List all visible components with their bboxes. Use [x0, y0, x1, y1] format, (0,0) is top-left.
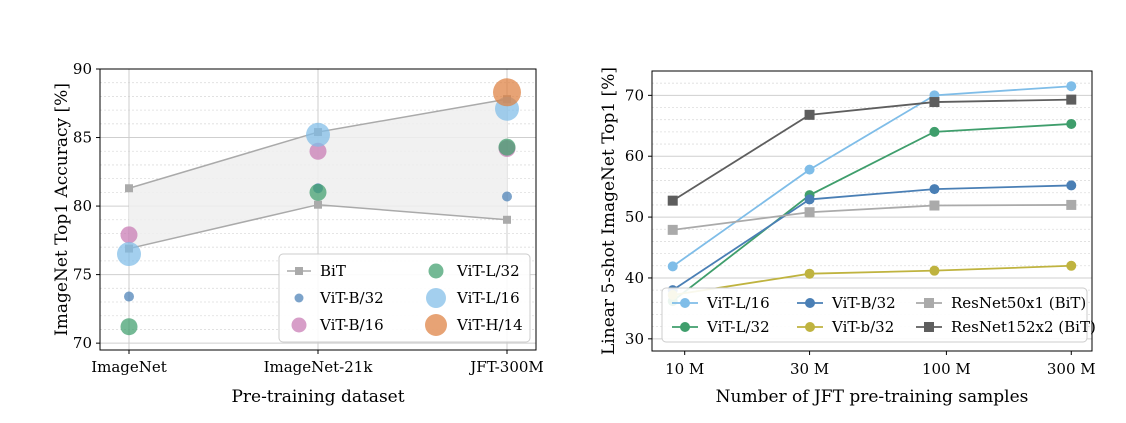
right-xtick-label: 100 M [922, 360, 971, 378]
marker-vit-b-32 [929, 184, 940, 195]
left-ytick-label: 75 [73, 266, 92, 284]
right-legend-marker-resnet152x2-bit [924, 322, 934, 332]
left-ytick-label: 85 [73, 129, 92, 147]
point-vit-b-16 [309, 142, 327, 160]
left-ytick-label: 90 [73, 60, 92, 78]
left-chart: 70 75 80 85 90 ImageNet ImageNet-21k JFT-300M Pr… [52, 60, 544, 407]
right-legend-label: ViT-L/16 [706, 294, 770, 312]
point-vit-l-16 [117, 242, 141, 267]
right-xtick-label: 30 M [790, 360, 829, 378]
point-vit-l-32 [309, 183, 327, 201]
right-ytick-label: 60 [625, 147, 644, 165]
right-legend-label: ViT-b/32 [831, 318, 894, 336]
left-legend-label: ViT-B/32 [319, 289, 384, 307]
left-legend [278, 253, 531, 343]
marker-resnet152x2-bit [667, 195, 678, 206]
marker-vit-b-32 [1066, 260, 1077, 271]
left-ytick-label: 80 [73, 197, 92, 215]
left-legend-marker-vit-l-16 [426, 288, 446, 308]
point-vit-l-32 [120, 318, 138, 336]
marker-vit-l-16 [667, 261, 678, 272]
right-legend-marker-vit-b-32 [805, 322, 815, 332]
marker-vit-b-32 [804, 268, 815, 279]
marker-resnet50x1-bit [929, 200, 940, 211]
left-legend-label: BiT [320, 262, 346, 280]
right-legend-label: ViT-L/32 [706, 318, 770, 336]
point-vit-l-16 [306, 122, 330, 147]
right-legend-label: ResNet50x1 (BiT) [951, 294, 1086, 312]
left-xtick-label: ImageNet-21k [264, 358, 374, 376]
right-xtick-label: 300 M [1047, 360, 1096, 378]
left-legend-marker-vit-l-32 [428, 263, 444, 279]
right-y-axis-label: Linear 5-shot ImageNet Top1 [%] [599, 67, 619, 355]
point-vit-b-32 [124, 291, 134, 302]
right-plot-frame [651, 70, 1093, 352]
point-vit-h-14 [493, 78, 521, 107]
marker-resnet50x1-bit [1066, 199, 1077, 210]
right-legend-marker-vit-b-32 [805, 298, 815, 308]
right-legend-label: ResNet152x2 (BiT) [951, 318, 1096, 336]
marker-resnet50x1-bit [667, 224, 678, 235]
marker-resnet50x1-bit [804, 207, 815, 218]
marker-resnet152x2-bit [929, 97, 940, 108]
right-xtick-label: 10 M [665, 360, 704, 378]
marker-vit-b-32 [1066, 180, 1077, 191]
marker-vit-l-16 [804, 164, 815, 175]
right-ytick-label: 70 [625, 86, 644, 104]
right-legend-marker-vit-l-16 [680, 298, 690, 308]
right-legend [661, 287, 1088, 343]
line-resnet152x2-bit [672, 98, 1072, 202]
left-legend-label: ViT-L/16 [456, 289, 520, 307]
marker-vit-b-32 [804, 194, 815, 205]
marker-vit-l-32 [1066, 118, 1077, 129]
point-vit-b-16 [120, 226, 138, 244]
bit-marker [314, 200, 322, 209]
left-legend-marker-vit-b-16 [291, 317, 307, 333]
right-legend-marker-vit-l-32 [680, 322, 690, 332]
bit-marker [125, 184, 133, 193]
bit-marker [503, 215, 511, 224]
right-chart: 30 40 50 60 70 10 M 30 M 100 M 300 M Number of JF… [599, 67, 1096, 407]
left-y-axis-label: ImageNet Top1 Accuracy [%] [52, 83, 72, 336]
left-legend-bit-marker [295, 267, 303, 275]
right-ytick-label: 30 [625, 330, 644, 348]
line-vit-b-32 [672, 184, 1072, 291]
left-xtick-label: JFT-300M [468, 358, 544, 376]
right-ytick-label: 50 [625, 208, 644, 226]
marker-vit-l-16 [1066, 81, 1077, 92]
right-ytick-label: 40 [625, 269, 644, 287]
right-x-axis-label: Number of JFT pre-training samples [716, 387, 1029, 407]
left-xtick-label: ImageNet [91, 358, 167, 376]
line-vit-l-32 [672, 123, 1072, 302]
marker-resnet152x2-bit [804, 109, 815, 120]
marker-resnet152x2-bit [1066, 94, 1077, 105]
bit-band-fill [129, 99, 507, 249]
left-legend-label: ViT-H/14 [456, 316, 523, 334]
left-legend-label: ViT-B/16 [319, 316, 384, 334]
marker-vit-l-32 [929, 126, 940, 137]
right-legend-label: ViT-B/32 [831, 294, 896, 312]
left-legend-marker-vit-h-14 [425, 314, 447, 336]
right-legend-marker-resnet50x1-bit [924, 298, 934, 308]
line-vit-l-16 [672, 85, 1072, 268]
line-vit-b-32 [672, 264, 1072, 296]
point-vit-b-32 [502, 191, 512, 202]
marker-vit-b-32 [929, 265, 940, 276]
left-ytick-label: 70 [73, 334, 92, 352]
line-resnet50x1-bit [672, 204, 1072, 231]
left-legend-label: ViT-L/32 [456, 262, 520, 280]
left-legend-marker-vit-b-32 [294, 293, 304, 303]
point-vit-l-32 [498, 138, 516, 156]
left-x-axis-label: Pre-training dataset [231, 387, 404, 407]
